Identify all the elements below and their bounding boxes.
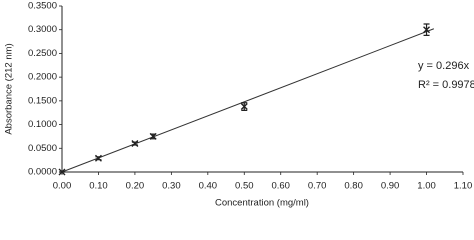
marker: [149, 132, 157, 140]
equation: y = 0.296x: [418, 60, 470, 72]
marker: [58, 168, 66, 176]
y-axis-title: Absorbance (212 nm): [4, 43, 15, 134]
y-tick-label: 0.3000: [28, 24, 57, 35]
x-tick-label: 0.20: [126, 181, 145, 192]
y-tick-label: 0.1500: [28, 95, 57, 106]
x-tick-label: 0.10: [89, 181, 108, 192]
y-tick-label: 0.2000: [28, 72, 57, 83]
x-tick-label: 0.90: [381, 181, 400, 192]
r-squared: R² = 0.9978: [418, 79, 474, 91]
y-tick-label: 0.0000: [28, 167, 57, 178]
marker: [423, 26, 431, 34]
marker: [240, 103, 248, 111]
x-tick-label: 1.00: [417, 181, 436, 192]
x-tick-label: 0.70: [308, 181, 327, 192]
y-tick-label: 0.0500: [28, 143, 57, 154]
x-axis-title: Concentration (mg/ml): [215, 198, 309, 209]
x-tick-label: 0.30: [162, 181, 181, 192]
x-tick-label: 0.80: [344, 181, 363, 192]
y-tick-label: 0.1000: [28, 119, 57, 130]
x-tick-label: 0.40: [199, 181, 218, 192]
chart: Concentration (mg/ml) Absorbance (212 nm…: [4, 1, 474, 209]
x-tick-label: 1.10: [454, 181, 473, 192]
y-tick-label: 0.3500: [28, 1, 57, 12]
x-tick-label: 0.00: [53, 181, 72, 192]
page: {"chart_data": {"type": "scatter", "x_la…: [3, 0, 474, 209]
marker: [131, 140, 139, 148]
y-tick-label: 0.2500: [28, 48, 57, 59]
marker: [94, 154, 102, 162]
x-tick-label: 0.60: [271, 181, 290, 192]
x-tick-label: 0.50: [235, 181, 254, 192]
trendline: [61, 28, 435, 173]
